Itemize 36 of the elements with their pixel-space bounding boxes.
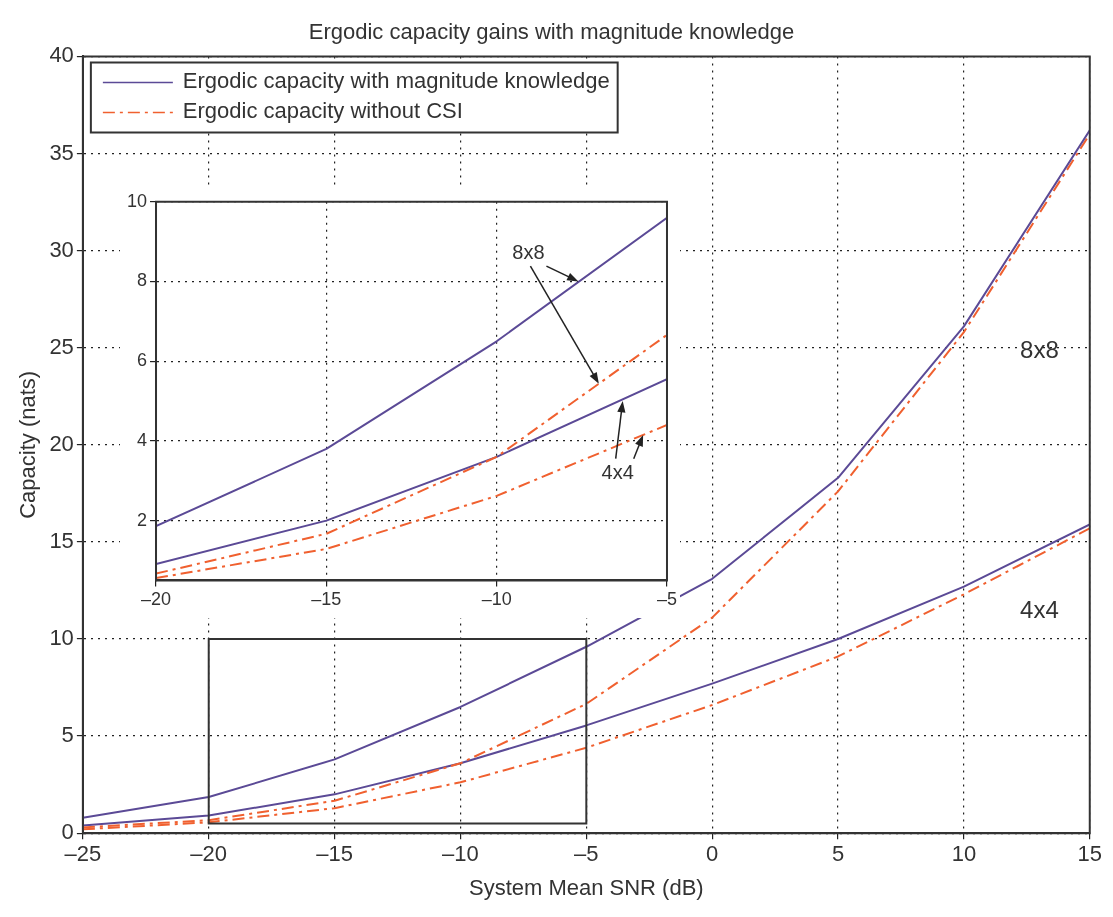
annotation: 4x4 xyxy=(1020,596,1059,624)
x-tick-label: –15 xyxy=(316,841,353,867)
x-tick-label: 10 xyxy=(951,841,977,867)
x-tick-label: 0 xyxy=(706,841,719,867)
y-axis-title: Capacity (nats) xyxy=(15,370,41,519)
y-tick-label: 5 xyxy=(61,722,74,748)
x-tick-label: –5 xyxy=(574,841,599,867)
y-tick-label: 35 xyxy=(49,139,74,165)
x-tick-label: –20 xyxy=(190,841,228,867)
x-tick-label: –5 xyxy=(656,589,677,610)
x-tick-label: –10 xyxy=(442,841,479,867)
y-tick-label: 2 xyxy=(137,509,148,530)
x-axis-title: System Mean SNR (dB) xyxy=(468,874,704,900)
x-tick-label: 5 xyxy=(831,841,845,867)
x-tick-label: 15 xyxy=(1077,841,1103,867)
annotation: 8x8 xyxy=(512,241,545,264)
chart-title: Ergodic capacity gains with magnitude knowledge xyxy=(308,19,795,45)
annotation: 4x4 xyxy=(601,460,634,483)
y-tick-label: 8 xyxy=(137,270,148,291)
annotation: 8x8 xyxy=(1020,335,1059,363)
x-tick-label: –20 xyxy=(141,589,172,610)
y-tick-label: 15 xyxy=(49,527,74,553)
y-tick-label: 10 xyxy=(126,190,148,211)
y-tick-label: 10 xyxy=(49,625,74,651)
y-tick-label: 6 xyxy=(137,350,148,371)
x-tick-label: –10 xyxy=(481,589,512,610)
y-tick-label: 4 xyxy=(137,429,148,450)
line-series xyxy=(156,423,667,580)
y-tick-label: 20 xyxy=(49,430,74,456)
y-tick-label: 40 xyxy=(49,42,74,68)
x-tick-label: –15 xyxy=(311,589,342,610)
line-series xyxy=(156,333,667,575)
y-tick-label: 25 xyxy=(49,333,74,359)
y-tick-label: 30 xyxy=(49,236,74,262)
legend-label: Ergodic capacity without CSI xyxy=(182,98,463,124)
legend-label: Ergodic capacity with magnitude knowledge xyxy=(182,68,610,94)
